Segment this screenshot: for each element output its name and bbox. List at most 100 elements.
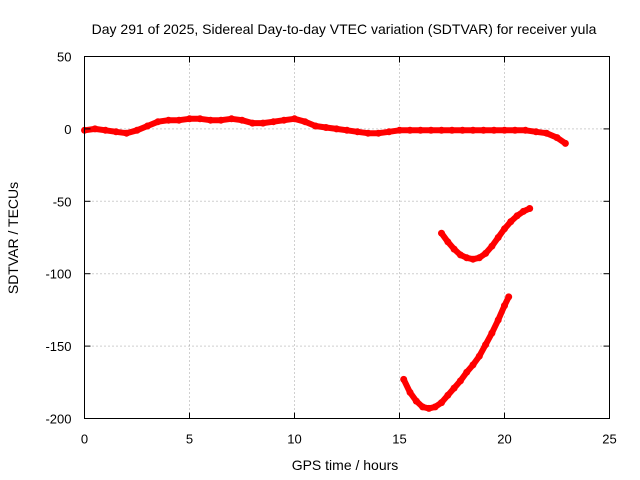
data-point	[354, 128, 361, 136]
data-point	[112, 128, 120, 136]
data-point	[207, 116, 214, 124]
data-point	[444, 238, 452, 246]
data-point	[228, 115, 235, 123]
data-point	[438, 399, 445, 407]
data-point	[482, 341, 490, 349]
data-point	[444, 391, 452, 399]
y-tick-label: -50	[53, 194, 72, 209]
plot-frame	[84, 56, 610, 419]
data-point	[519, 207, 527, 215]
data-point	[501, 126, 508, 134]
y-tick-label: -200	[45, 412, 71, 427]
data-point	[186, 115, 193, 123]
data-point	[448, 126, 456, 134]
x-tick-label: 5	[186, 432, 193, 447]
data-point	[513, 212, 521, 220]
data-point	[400, 375, 408, 383]
data-point	[154, 118, 162, 126]
data-point	[475, 352, 483, 360]
x-axis-label: GPS time / hours	[292, 457, 399, 473]
sdtvar-arc-upper	[438, 205, 534, 263]
x-tick-label: 15	[392, 432, 406, 447]
data-point	[412, 397, 420, 405]
data-point	[469, 361, 477, 369]
data-point	[175, 116, 183, 124]
data-point	[511, 126, 519, 134]
data-point	[488, 242, 496, 250]
data-point	[482, 249, 490, 257]
data-point	[475, 254, 483, 262]
data-point	[322, 124, 330, 131]
data-point	[494, 316, 502, 324]
data-point	[301, 118, 309, 126]
data-point	[553, 134, 561, 142]
data-point	[419, 403, 427, 411]
data-point	[425, 404, 433, 412]
data-point	[450, 384, 458, 392]
data-point	[522, 126, 529, 134]
data-point	[165, 116, 172, 124]
data-point	[396, 126, 403, 134]
sdtvar-main	[81, 115, 569, 147]
x-tick-labels: 0 5 10 15 20 25	[81, 432, 617, 447]
x-tick-label: 20	[497, 432, 511, 447]
data-point	[456, 377, 464, 385]
data-point	[259, 119, 267, 127]
data-point	[91, 125, 99, 133]
sdtvar-arc-lower	[400, 293, 513, 412]
y-tick-label: 0	[64, 122, 71, 137]
data-point	[526, 205, 534, 212]
data-point	[543, 129, 550, 137]
y-axis-label: SDTVAR / TECUs	[5, 182, 21, 294]
series-layer	[81, 115, 569, 412]
data-point	[507, 218, 515, 226]
data-point	[123, 129, 130, 137]
data-point	[494, 234, 502, 241]
ticks	[84, 56, 610, 419]
data-point	[488, 329, 496, 337]
x-tick-label: 0	[81, 432, 88, 447]
data-point	[291, 115, 298, 123]
data-point	[456, 251, 464, 259]
data-point	[463, 368, 471, 376]
data-point	[312, 122, 319, 130]
data-point	[375, 129, 382, 137]
data-point	[102, 126, 109, 134]
data-point	[427, 126, 435, 134]
data-point	[144, 122, 151, 130]
data-point	[333, 125, 340, 133]
data-point	[438, 126, 445, 134]
data-point	[501, 225, 508, 233]
x-tick-label: 25	[602, 432, 616, 447]
data-point	[385, 128, 393, 136]
data-point	[417, 126, 424, 134]
y-tick-labels: -200 -150 -100 -50 0 50	[45, 50, 71, 427]
chart-title: Day 291 of 2025, Sidereal Day-to-day VTE…	[92, 21, 597, 37]
data-point	[469, 255, 477, 263]
data-point	[133, 126, 141, 134]
data-point	[280, 116, 288, 124]
data-point	[196, 115, 204, 123]
data-point	[406, 388, 414, 396]
y-tick-label: 50	[57, 50, 71, 65]
data-point	[438, 229, 445, 237]
data-point	[217, 116, 225, 124]
data-point	[505, 293, 513, 301]
data-point	[364, 129, 372, 137]
data-point	[561, 139, 569, 147]
data-point	[463, 254, 471, 262]
data-point	[450, 245, 458, 253]
data-point	[501, 302, 508, 310]
data-point	[406, 126, 414, 134]
y-tick-label: -100	[45, 267, 71, 282]
data-point	[532, 128, 540, 136]
data-point	[249, 119, 256, 127]
data-point	[480, 126, 487, 134]
data-point	[469, 126, 477, 134]
data-point	[343, 126, 351, 134]
data-point	[238, 116, 246, 124]
x-tick-label: 10	[287, 432, 301, 447]
data-point	[270, 118, 277, 126]
